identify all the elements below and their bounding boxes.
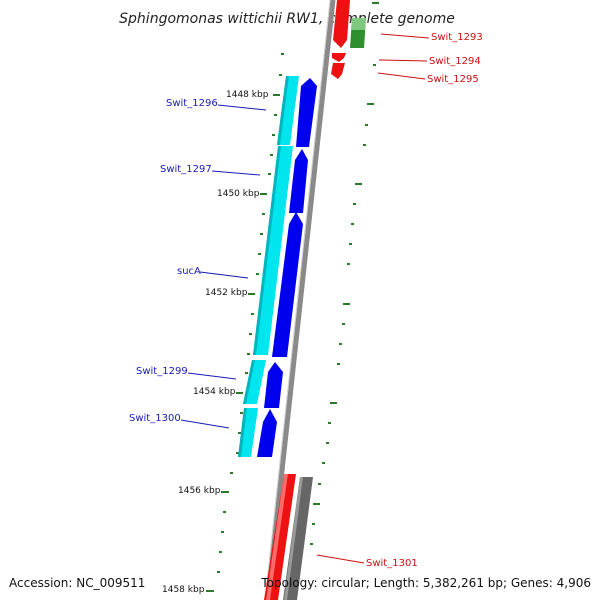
left-tick-axis: [206, 53, 284, 592]
cds-swit-1294[interactable]: [332, 53, 346, 62]
right-gene-labels: Swit_1293 Swit_1294 Swit_1295 Swit_1301: [316, 32, 483, 569]
kbp-label: 1456 kbp: [178, 486, 221, 496]
gene-label[interactable]: sucA: [177, 266, 201, 277]
gene-label[interactable]: Swit_1294: [429, 56, 481, 67]
right-tick-axis: [310, 2, 379, 545]
feature-swit-1297-suca[interactable]: [253, 146, 293, 355]
gene-label[interactable]: Swit_1295: [427, 74, 479, 85]
kbp-label: 1450 kbp: [217, 189, 260, 199]
genome-backbone-edge: [264, 0, 331, 600]
accession-label: Accession: NC_009511: [9, 576, 145, 590]
map-title: Sphingomonas wittichii RW1, complete gen…: [119, 11, 455, 27]
cds-swit-1295[interactable]: [331, 63, 345, 79]
gene-label[interactable]: Swit_1300: [129, 413, 181, 424]
cds-suca[interactable]: [272, 212, 303, 357]
genome-backbone: [265, 0, 336, 600]
reverse-features-bottom: [264, 474, 313, 600]
feature-swit-1296[interactable]: [277, 76, 299, 145]
forward-features-shade: [238, 76, 289, 457]
kbp-label: 1458 kbp: [162, 585, 205, 595]
gene-label[interactable]: Swit_1296: [166, 98, 218, 109]
reverse-features-top: [331, 0, 366, 79]
gene-label[interactable]: Swit_1297: [160, 164, 212, 175]
kbp-labels: 1448 kbp 1450 kbp 1452 kbp 1454 kbp 1456…: [162, 90, 269, 595]
gene-label[interactable]: Swit_1299: [136, 366, 188, 377]
kbp-label: 1448 kbp: [226, 90, 269, 100]
forward-features: [238, 76, 299, 457]
forward-cds: [257, 78, 317, 457]
topology-label: Topology: circular; Length: 5,382,261 bp…: [260, 576, 591, 590]
gene-label[interactable]: Swit_1301: [366, 558, 418, 569]
cds-swit-1300[interactable]: [257, 409, 277, 457]
kbp-label: 1452 kbp: [205, 288, 248, 298]
feature-swit-1299[interactable]: [243, 360, 266, 404]
gene-label[interactable]: Swit_1293: [431, 32, 483, 43]
cds-swit-1296[interactable]: [296, 78, 317, 147]
cds-swit-1299[interactable]: [264, 362, 283, 408]
left-gene-labels: Swit_1296 Swit_1297 sucA Swit_1299 Swit_…: [129, 98, 267, 429]
cds-swit-1297[interactable]: [289, 149, 308, 213]
kbp-label: 1454 kbp: [193, 387, 236, 397]
cds-swit-1293[interactable]: [333, 0, 350, 48]
